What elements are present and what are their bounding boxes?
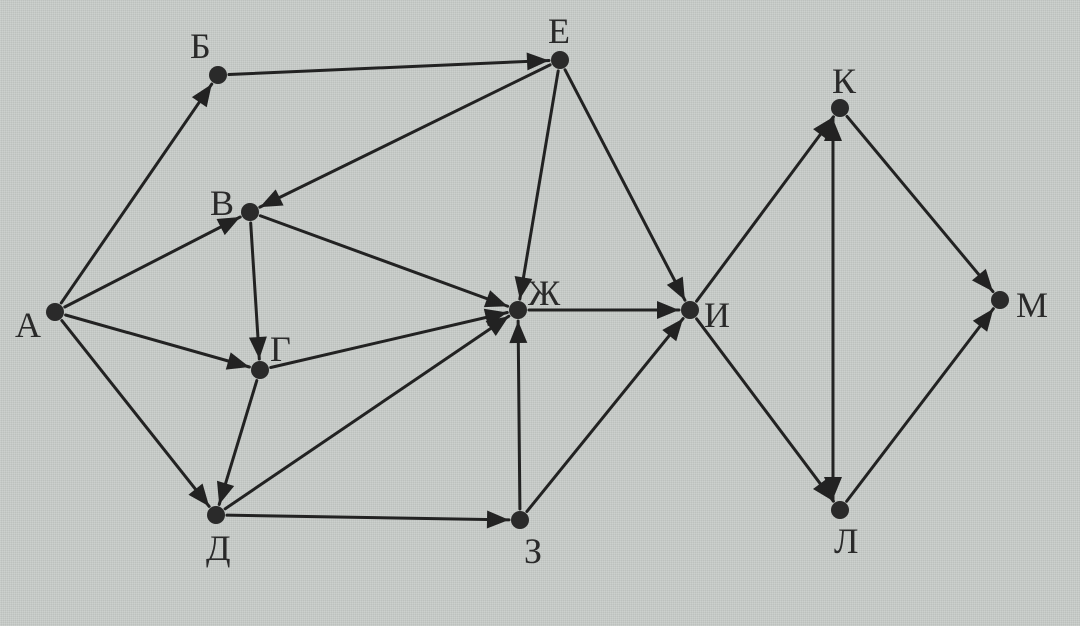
node-label-K: К (832, 60, 856, 102)
node-label-Z: З (524, 530, 542, 572)
node-label-E: Е (548, 10, 570, 52)
arrowhead-Z-Zh (509, 321, 527, 343)
edge-B-E (229, 60, 549, 74)
edge-I-L (697, 319, 834, 501)
node-label-B: Б (190, 25, 211, 67)
node-label-L: Л (834, 520, 858, 562)
node-V (241, 203, 259, 221)
node-E (551, 51, 569, 69)
arrowhead-G-D (217, 481, 234, 505)
edge-L-M (847, 309, 994, 502)
node-label-G: Г (270, 328, 291, 370)
node-L (831, 501, 849, 519)
node-G (251, 361, 269, 379)
node-A (46, 303, 64, 321)
node-D (207, 506, 225, 524)
edge-Z-I (527, 319, 683, 512)
node-I (681, 301, 699, 319)
node-label-I: И (704, 294, 730, 336)
arrowhead-L-M (973, 309, 993, 332)
node-label-V: В (210, 182, 234, 224)
edge-Z-Zh (518, 321, 520, 509)
node-Z (511, 511, 529, 529)
node-B (209, 66, 227, 84)
edge-V-Zh (260, 216, 507, 306)
node-Zh (509, 301, 527, 319)
edge-D-Z (227, 515, 509, 520)
edge-E-V (260, 65, 550, 207)
node-label-Zh: Ж (528, 272, 560, 314)
edge-I-K (697, 117, 834, 301)
arrowhead-Z-I (662, 319, 683, 342)
edge-E-I (565, 70, 685, 300)
edge-E-Zh (520, 71, 558, 299)
arrowhead-A-D (188, 484, 209, 507)
node-label-D: Д (206, 527, 231, 569)
node-M (991, 291, 1009, 309)
node-label-A: А (15, 304, 41, 346)
arrowhead-D-Z (487, 510, 509, 528)
node-label-M: М (1016, 284, 1048, 326)
arrowhead-V-G (249, 336, 267, 359)
arrowhead-Zh-I (657, 301, 679, 319)
edge-K-M (847, 116, 993, 291)
arrowhead-A-B (192, 84, 212, 107)
arrowhead-V-Zh (484, 290, 508, 307)
arrowhead-A-G (226, 352, 250, 369)
